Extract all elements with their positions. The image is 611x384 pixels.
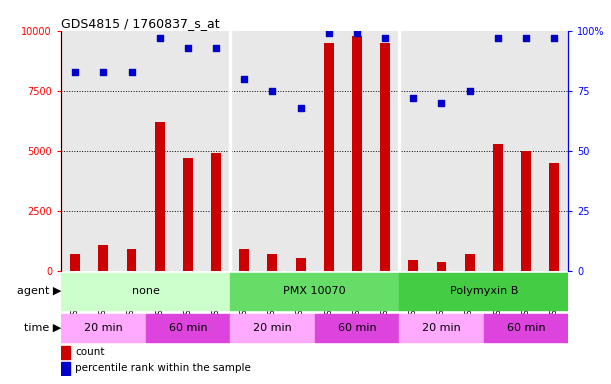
- Point: [155, 35, 164, 41]
- Bar: [408, 260, 418, 271]
- Bar: [540, 31, 568, 271]
- Bar: [145, 314, 230, 343]
- Bar: [399, 273, 568, 310]
- Bar: [398, 31, 400, 271]
- Bar: [98, 245, 108, 271]
- Bar: [456, 31, 484, 271]
- Bar: [296, 258, 306, 271]
- Bar: [436, 262, 447, 271]
- Text: Polymyxin B: Polymyxin B: [450, 286, 518, 296]
- Text: 20 min: 20 min: [253, 323, 292, 333]
- Point: [408, 95, 418, 101]
- Point: [296, 104, 306, 111]
- Bar: [371, 31, 399, 271]
- Bar: [315, 314, 399, 343]
- Bar: [117, 31, 145, 271]
- Point: [240, 76, 249, 82]
- Bar: [287, 31, 315, 271]
- Point: [493, 35, 503, 41]
- Text: 20 min: 20 min: [84, 323, 123, 333]
- Text: 60 min: 60 min: [338, 323, 376, 333]
- Bar: [211, 153, 221, 271]
- Point: [98, 68, 108, 74]
- Bar: [512, 31, 540, 271]
- Bar: [229, 31, 232, 271]
- Point: [324, 30, 334, 36]
- Bar: [202, 31, 230, 271]
- Point: [268, 88, 277, 94]
- Point: [70, 68, 80, 74]
- Point: [183, 45, 193, 51]
- Text: none: none: [132, 286, 159, 296]
- Bar: [174, 31, 202, 271]
- Text: 60 min: 60 min: [169, 323, 207, 333]
- Bar: [352, 36, 362, 271]
- Bar: [399, 31, 427, 271]
- Bar: [61, 273, 230, 310]
- Point: [352, 30, 362, 36]
- Point: [549, 35, 559, 41]
- Bar: [493, 144, 503, 271]
- Text: 20 min: 20 min: [422, 323, 461, 333]
- Bar: [343, 31, 371, 271]
- Bar: [61, 362, 70, 375]
- Bar: [61, 314, 145, 343]
- Bar: [155, 122, 164, 271]
- Bar: [145, 31, 174, 271]
- Text: count: count: [75, 347, 105, 357]
- Text: percentile rank within the sample: percentile rank within the sample: [75, 363, 251, 373]
- Text: agent ▶: agent ▶: [16, 286, 61, 296]
- Text: PMX 10070: PMX 10070: [284, 286, 346, 296]
- Bar: [549, 163, 559, 271]
- Point: [126, 68, 136, 74]
- Bar: [89, 31, 117, 271]
- Bar: [126, 250, 136, 271]
- Bar: [61, 31, 89, 271]
- Bar: [315, 31, 343, 271]
- Bar: [240, 250, 249, 271]
- Bar: [183, 158, 193, 271]
- Point: [521, 35, 531, 41]
- Bar: [399, 314, 484, 343]
- Text: time ▶: time ▶: [24, 323, 61, 333]
- Bar: [484, 314, 568, 343]
- Point: [465, 88, 475, 94]
- Bar: [465, 254, 475, 271]
- Point: [436, 100, 446, 106]
- Point: [380, 35, 390, 41]
- Bar: [230, 31, 258, 271]
- Point: [211, 45, 221, 51]
- Bar: [521, 151, 531, 271]
- Text: GDS4815 / 1760837_s_at: GDS4815 / 1760837_s_at: [61, 17, 220, 30]
- Text: 60 min: 60 min: [507, 323, 545, 333]
- Bar: [70, 254, 80, 271]
- Bar: [268, 254, 277, 271]
- Bar: [230, 273, 399, 310]
- Bar: [380, 43, 390, 271]
- Bar: [61, 346, 70, 359]
- Bar: [484, 31, 512, 271]
- Bar: [324, 43, 334, 271]
- Bar: [427, 31, 456, 271]
- Bar: [258, 31, 287, 271]
- Bar: [230, 314, 315, 343]
